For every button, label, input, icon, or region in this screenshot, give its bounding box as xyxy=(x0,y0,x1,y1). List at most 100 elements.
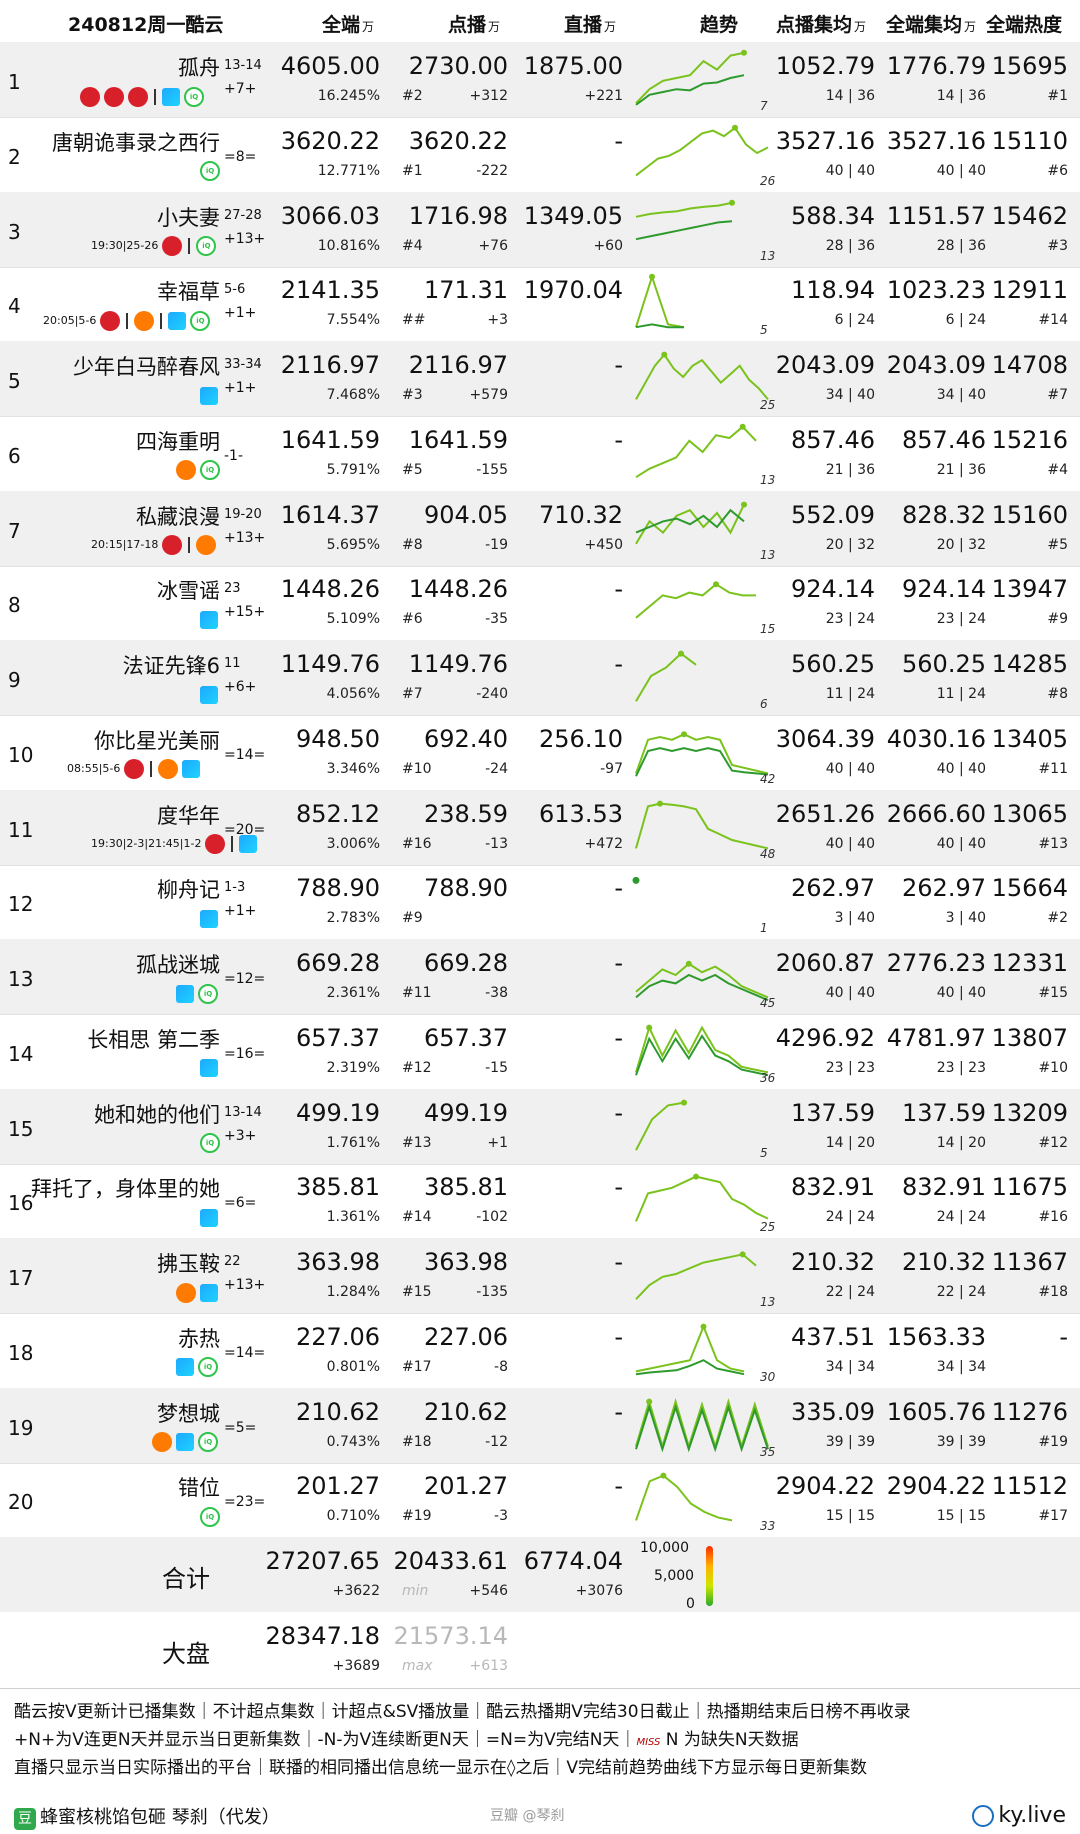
update-status: +13+ xyxy=(224,1277,266,1293)
trend-chart xyxy=(635,1397,769,1453)
rank-cell: 1 xyxy=(8,70,21,94)
table-row: 4 幸福草 5-6 +1+ 2141.35 7.554% 171.31 ## +3 1970.04… xyxy=(0,266,1080,343)
trend-day-count: 42 xyxy=(760,771,776,786)
vod-rank: #2 xyxy=(402,88,423,104)
vod-delta: +1 xyxy=(487,1134,508,1151)
all-value: 852.12 xyxy=(296,799,380,828)
trend-point xyxy=(681,730,687,737)
live-value: - xyxy=(614,1098,623,1127)
all-share: 5.109% xyxy=(326,611,380,628)
heat-rank: #16 xyxy=(1038,1209,1068,1226)
table-row: 11 度华年 =20= 852.12 3.006% 238.59 #16 -13 613.53 +… xyxy=(0,789,1080,866)
update-status: =16= xyxy=(224,1045,266,1062)
trend-line xyxy=(635,323,684,329)
vod-avg-sub: 20 | 32 xyxy=(825,536,875,553)
all-share: 3.346% xyxy=(326,760,380,777)
heat-rank: #2 xyxy=(1047,910,1068,927)
trend-chart xyxy=(635,273,685,329)
platform-icons: 20:05|5-6 iQ xyxy=(40,310,211,332)
col-all-header: 全端万 xyxy=(322,14,375,36)
table-row: 3 小夫妻 27-28 +13+ 3066.03 10.816% 1716.98 #4 +76 1… xyxy=(0,191,1080,268)
vod-delta: -24 xyxy=(485,760,508,777)
platform-icons xyxy=(196,1207,218,1229)
mgtv-icon xyxy=(152,1432,172,1452)
rank-cell: 20 xyxy=(8,1490,34,1515)
brand[interactable]: ky.live xyxy=(972,1803,1066,1828)
heat-value: 11367 xyxy=(991,1248,1068,1276)
vod-avg: 4296.92 xyxy=(775,1023,875,1052)
platform-icons xyxy=(196,684,218,706)
rank-cell: 3 xyxy=(8,219,21,244)
trend-chart xyxy=(632,877,640,885)
vod-rank: #18 xyxy=(402,1433,432,1450)
vod-delta: +76 xyxy=(478,237,508,254)
all-avg-sub: 40 | 40 xyxy=(936,985,986,1001)
vod-value: 904.05 xyxy=(424,500,508,529)
show-title: 错位 xyxy=(178,1476,220,1501)
heat-rank: #4 xyxy=(1047,461,1068,478)
all-share: 5.791% xyxy=(326,461,380,478)
heat-rank: #19 xyxy=(1038,1433,1068,1450)
vod-delta: +579 xyxy=(469,387,508,403)
all-avg: 1776.79 xyxy=(886,52,986,80)
all-share: 12.771% xyxy=(317,162,380,179)
all-avg-sub: 22 | 24 xyxy=(936,1284,986,1300)
trend-point xyxy=(729,199,735,206)
trend-chart xyxy=(635,1251,757,1300)
market-label: 大盘 xyxy=(162,1640,210,1668)
footer-line-2: +N+为V连更N天并显示当日更新集数｜-N-为V连续断更N天｜=N=为V完结N天… xyxy=(14,1730,799,1750)
all-avg-sub: 28 | 36 xyxy=(936,237,986,254)
rank-cell: 8 xyxy=(8,593,21,618)
trend-day-count: 26 xyxy=(760,173,776,188)
vod-value: 692.40 xyxy=(424,724,508,753)
all-avg-sub: 3 | 40 xyxy=(945,910,986,927)
show-title: 少年白马醉春风 xyxy=(73,355,220,379)
trend-day-count: 36 xyxy=(760,1070,776,1085)
table-row: 9 法证先锋6 11 +6+ 1149.76 4.056% 1149.76 #7 -240 - 56… xyxy=(0,640,1080,716)
trend-day-count: 7 xyxy=(760,99,768,113)
legend-max: 10,000 xyxy=(640,1540,689,1556)
table-row: 14 长相思 第二季 =16= 657.37 2.319% 657.37 #12 -15 - 42… xyxy=(0,1014,1080,1090)
trend-day-count: 25 xyxy=(760,398,776,412)
platform-icons: iQ xyxy=(196,161,220,183)
rank-cell: 9 xyxy=(8,668,21,692)
broadcast-time: 08:55|5-6 xyxy=(67,762,121,776)
rank-cell: 18 xyxy=(8,1340,34,1365)
all-avg: 1605.76 xyxy=(886,1397,986,1426)
update-status: +1+ xyxy=(224,903,257,920)
trend-day-count: 35 xyxy=(760,1444,776,1459)
heat-value: 11675 xyxy=(991,1173,1068,1202)
total-all: 27207.65 xyxy=(265,1547,380,1575)
all-avg: 262.97 xyxy=(902,874,986,903)
total-vod-note: min xyxy=(402,1583,429,1599)
vod-avg: 262.97 xyxy=(791,874,875,903)
signature: 豆蜂蜜核桃馅包砸 琴刹（代发） xyxy=(14,1803,280,1830)
market-row: 大盘 28347.18 +3689 21573.14 max +613 xyxy=(0,1612,1080,1687)
youku-icon xyxy=(200,1208,218,1227)
vod-value: 238.59 xyxy=(424,799,508,828)
rank-cell: 14 xyxy=(8,1041,34,1066)
heat-value: 14285 xyxy=(991,650,1068,678)
vod-rank: #15 xyxy=(402,1284,432,1300)
all-share: 1.361% xyxy=(326,1209,380,1226)
all-share: 1.761% xyxy=(326,1134,380,1151)
all-value: 2141.35 xyxy=(280,276,380,305)
all-value: 657.37 xyxy=(296,1023,380,1052)
youku-icon xyxy=(182,760,201,779)
legend-mid: 5,000 xyxy=(654,1568,695,1584)
vod-rank: #13 xyxy=(402,1134,432,1151)
col-trend-header: 趋势 xyxy=(700,14,739,36)
youku-icon xyxy=(200,1283,218,1302)
trend-chart xyxy=(635,650,697,702)
table-row: 18 赤热 =14= 227.06 0.801% 227.06 #17 -8 - 437.51 34… xyxy=(0,1313,1080,1389)
vod-avg-sub: 23 | 23 xyxy=(825,1059,875,1076)
iqiyi-icon: iQ xyxy=(200,161,220,182)
vod-avg-sub: 34 | 40 xyxy=(825,387,875,403)
iqiyi-icon: iQ xyxy=(200,1506,220,1527)
live-value: 1349.05 xyxy=(523,201,623,230)
show-title: 梦想城 xyxy=(157,1401,220,1426)
trend-point xyxy=(732,124,738,131)
vod-value: 499.19 xyxy=(424,1098,508,1127)
vod-value: 210.62 xyxy=(424,1397,508,1426)
bar-icon xyxy=(160,312,163,329)
